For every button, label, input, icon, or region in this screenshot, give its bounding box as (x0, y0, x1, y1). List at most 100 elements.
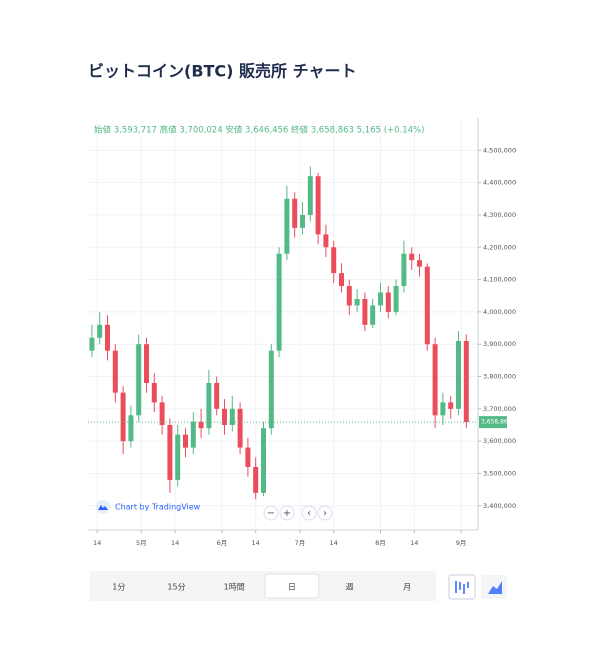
candle-body (378, 292, 383, 306)
y-tick-label: 3,400,000 (483, 502, 516, 510)
last-price-label: 3,658,863 (481, 419, 512, 426)
candle-body (440, 402, 446, 416)
candle-body (300, 214, 305, 228)
nav-button-label: − (267, 508, 275, 519)
tab-label[interactable]: 月 (403, 583, 411, 592)
x-tick-label: 14 (252, 539, 260, 547)
x-tick-label: 6月 (217, 539, 228, 547)
candle-body (253, 466, 259, 493)
candle-body (151, 382, 157, 403)
x-tick-label: 14 (330, 539, 338, 547)
chart-area (88, 118, 478, 530)
tab-label[interactable]: 週 (346, 583, 354, 592)
nav-button[interactable] (317, 505, 333, 521)
candle-body (385, 292, 391, 312)
candle-body (315, 176, 321, 235)
candle-body (206, 382, 212, 429)
candle-body (245, 447, 251, 467)
watermark-icon (96, 500, 110, 514)
candle-body (144, 344, 149, 383)
x-tick-label: 5月 (136, 539, 147, 547)
candle-body (307, 176, 313, 215)
watermark: Chart by TradingView (96, 500, 201, 514)
y-tick-label: 3,800,000 (483, 373, 516, 381)
tab-label[interactable]: 1時間 (224, 583, 245, 592)
x-tick-label: 7月 (295, 539, 306, 547)
candle-body (284, 198, 290, 254)
candle-body (159, 402, 165, 425)
nav-button[interactable] (301, 505, 317, 521)
ohlc-info: 始値 3,593,717 高値 3,700,024 安値 3,646,456 終… (94, 125, 424, 136)
candle-body (339, 273, 344, 287)
last-price-box (479, 416, 507, 429)
y-tick-label: 3,500,000 (483, 469, 516, 477)
y-tick-label: 4,100,000 (483, 276, 516, 284)
candle-body (128, 415, 134, 442)
x-tick-label: 9月 (456, 539, 467, 547)
nav-button-label: + (283, 508, 291, 519)
candle-body (167, 424, 173, 480)
x-tick-label: 14 (410, 539, 418, 547)
candle-body (463, 340, 469, 423)
nav-button-label: › (323, 508, 327, 519)
nav-button-label: ‹ (307, 508, 311, 519)
candle-body (370, 305, 376, 325)
candle-body (432, 344, 438, 416)
candle-body (175, 434, 181, 480)
x-tick-label: 8月 (375, 539, 386, 547)
page-title: ビットコイン(BTC) 販売所 チャート (88, 62, 356, 81)
watermark-shape (98, 505, 108, 510)
y-tick-label: 4,500,000 (483, 146, 516, 154)
watermark-text: Chart by TradingView (115, 503, 201, 512)
candle-body (198, 421, 204, 429)
candle-body (237, 408, 243, 448)
y-tick-label: 4,000,000 (483, 308, 516, 316)
tab-label[interactable]: 日 (288, 583, 296, 592)
candle-body (261, 428, 266, 493)
y-tick-label: 4,200,000 (483, 243, 516, 251)
candle-body (323, 234, 329, 248)
x-tick-label: 14 (171, 539, 179, 547)
candle-body (409, 253, 415, 261)
candle-body (112, 350, 118, 393)
candle-body (268, 350, 274, 429)
y-tick-label: 4,300,000 (483, 211, 516, 219)
x-tick-label: 14 (93, 539, 101, 547)
candle-body (456, 340, 461, 409)
tab-label[interactable]: 1分 (112, 583, 125, 592)
nav-button[interactable] (279, 505, 295, 521)
candle-body (448, 402, 454, 409)
y-tick-label: 3,900,000 (483, 340, 516, 348)
candle-body (354, 298, 360, 306)
y-tick-label: 3,700,000 (483, 405, 516, 413)
candle-body (89, 337, 95, 351)
candle-body (424, 266, 430, 345)
candle-body (190, 421, 196, 448)
candle-body (105, 324, 110, 351)
area-view-icon (488, 581, 502, 594)
tab-bar (90, 571, 436, 601)
candle-body (417, 260, 422, 267)
candle-body (292, 198, 298, 228)
candle-body (401, 253, 407, 287)
tab-label[interactable]: 15分 (167, 583, 185, 592)
y-tick-label: 3,600,000 (483, 437, 516, 445)
candle-body (229, 408, 235, 425)
candle-body (97, 324, 103, 338)
candle-body (393, 286, 399, 312)
candle-body (276, 253, 282, 351)
candle-view-icon (455, 581, 469, 594)
candle-body (331, 247, 337, 274)
candle-body (183, 434, 188, 448)
y-tick-label: 4,400,000 (483, 179, 516, 187)
candle-body (136, 344, 142, 416)
candle-body (346, 286, 352, 306)
candle-body (222, 408, 227, 425)
candle-body (362, 298, 368, 325)
candle-body (120, 392, 126, 442)
tab-selected[interactable] (264, 573, 320, 599)
candle-body (214, 382, 220, 409)
candle-view-button[interactable] (448, 574, 476, 600)
nav-button[interactable] (263, 505, 279, 521)
